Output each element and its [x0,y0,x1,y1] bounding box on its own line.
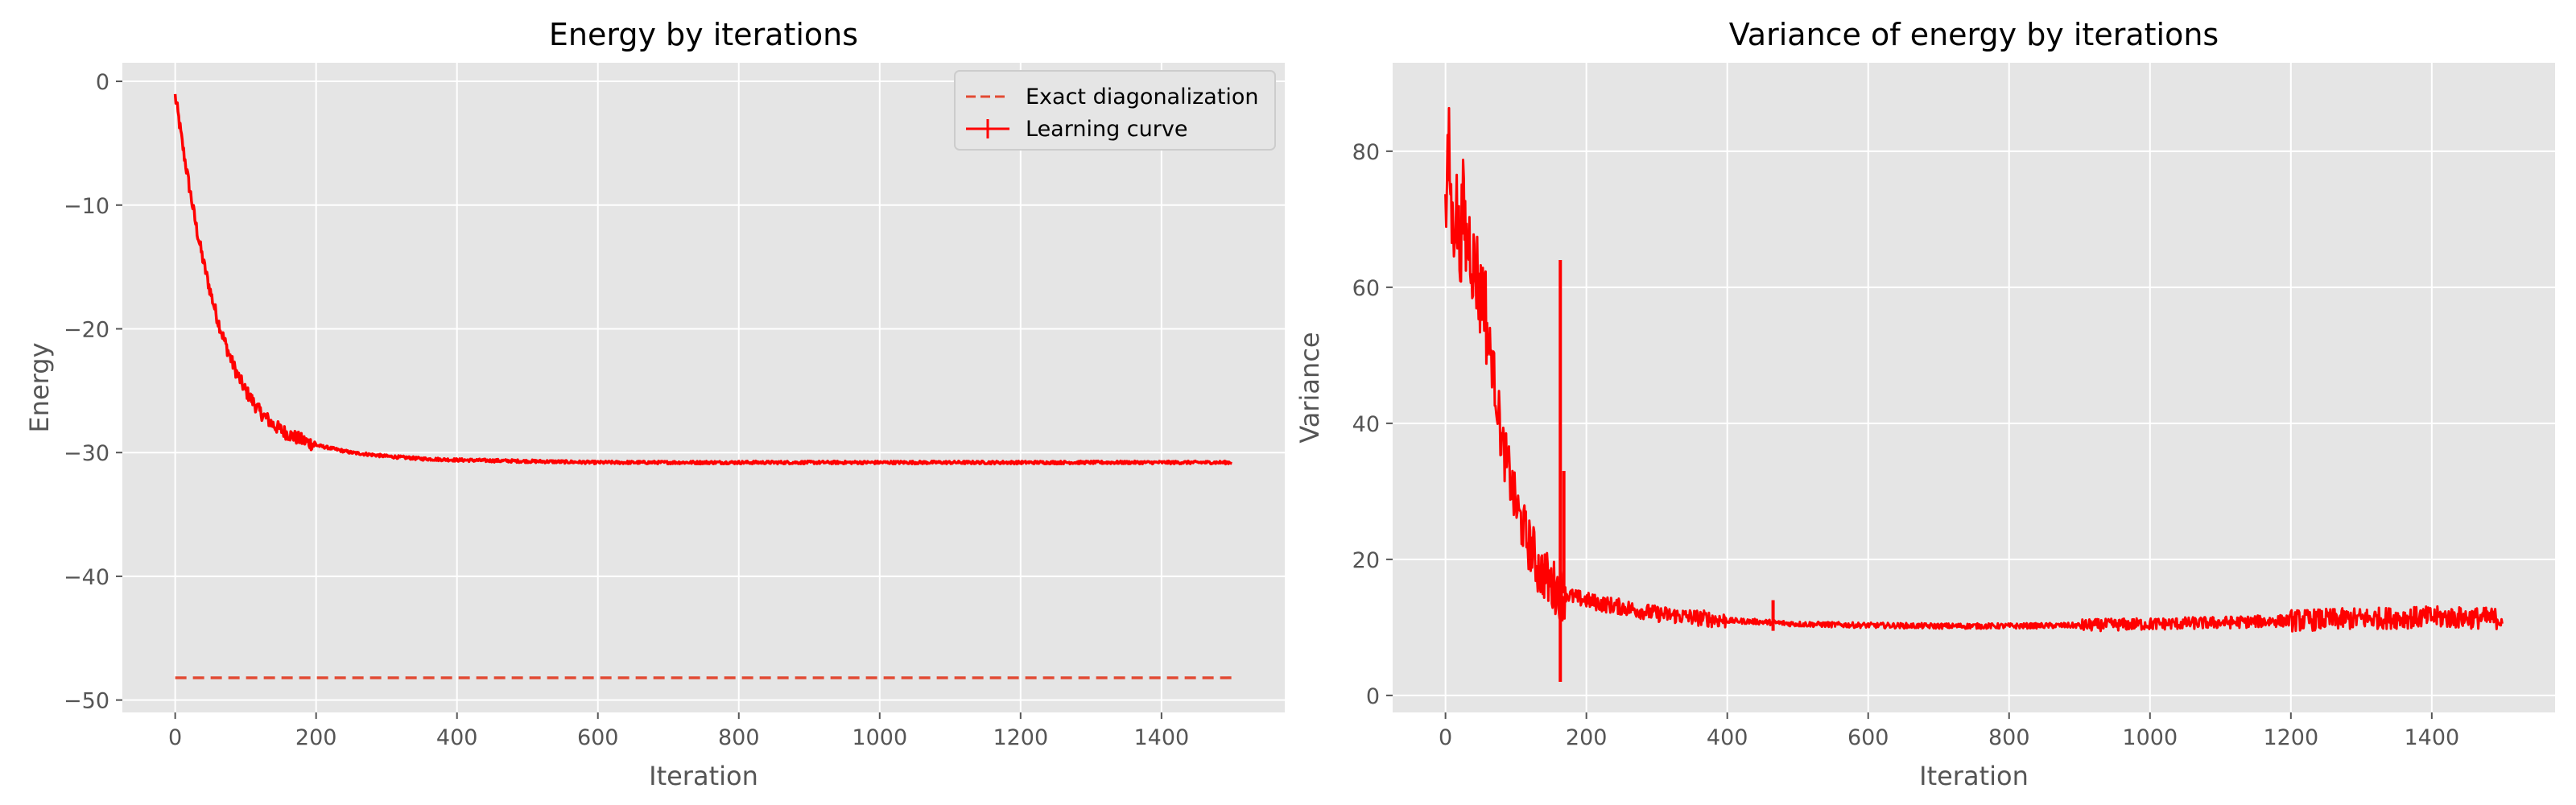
energy-chart-title: Energy by iterations [549,17,858,52]
energy-grid [122,63,1285,712]
variance-chart-title: Variance of energy by iterations [1729,17,2219,52]
energy-y-tick-label: 0 [96,70,109,95]
series-line-variance [1444,106,2504,633]
variance-y-tick-label: 80 [1352,140,1380,165]
variance-y-tick-label: 60 [1352,276,1380,301]
variance-x-tick-label: 400 [1707,725,1748,750]
energy-x-axis-label: Iteration [649,761,758,791]
energy-x-tick-label: 1200 [993,725,1048,750]
variance-y-tick-label: 0 [1366,684,1380,709]
variance-x-tick-label: 0 [1439,725,1452,750]
variance-x-tick-label: 1000 [2122,725,2178,750]
energy-y-tick-label: −40 [64,565,109,590]
variance-y-tick-label: 40 [1352,412,1380,437]
variance-y-axis-label: Variance [1294,332,1325,443]
legend-label-learning-curve: Learning curve [1026,117,1187,142]
energy-tick-labels: 0 200 400 600 800 1000 1200 1400 0 −10 −20 −30 −40 −5… [64,70,1189,750]
variance-grid [1393,63,2555,712]
variance-x-tick-label: 600 [1847,725,1889,750]
variance-x-tick-label: 1400 [2404,725,2459,750]
variance-x-axis-label: Iteration [1919,761,2029,791]
energy-series [173,93,1233,679]
variance-chart: 0 200 400 600 800 1000 1200 1400 0 20 40 60 80 Varia… [1294,17,2555,791]
variance-x-tick-label: 800 [1988,725,2030,750]
variance-x-tick-label: 200 [1566,725,1608,750]
energy-plot-area [122,63,1285,712]
energy-x-tick-label: 1000 [852,725,907,750]
energy-x-tick-label: 600 [577,725,619,750]
variance-tick-labels: 0 200 400 600 800 1000 1200 1400 0 20 40 60 80 [1352,140,2460,750]
series-line-learning-curve [173,93,1233,466]
variance-series [1444,106,2504,682]
energy-x-tick-label: 400 [436,725,478,750]
energy-y-tick-label: −20 [64,317,109,342]
variance-plot-area [1393,63,2555,712]
energy-y-tick-label: −10 [64,194,109,219]
energy-x-tick-label: 1400 [1133,725,1189,750]
energy-y-tick-label: −50 [64,689,109,714]
variance-x-tick-label: 1200 [2263,725,2318,750]
energy-x-tick-label: 200 [295,725,337,750]
energy-legend: Exact diagonalization Learning curve [954,70,1276,151]
legend-box [954,70,1276,151]
energy-y-tick-label: −30 [64,441,109,466]
energy-chart: 0 200 400 600 800 1000 1200 1400 0 −10 −20 −30 −40 −5… [24,17,1285,791]
variance-y-tick-label: 20 [1352,548,1380,573]
energy-x-tick-label: 0 [168,725,182,750]
energy-y-axis-label: Energy [24,342,55,432]
energy-x-tick-label: 800 [718,725,760,750]
legend-label-exact-diagonalization: Exact diagonalization [1026,85,1259,109]
